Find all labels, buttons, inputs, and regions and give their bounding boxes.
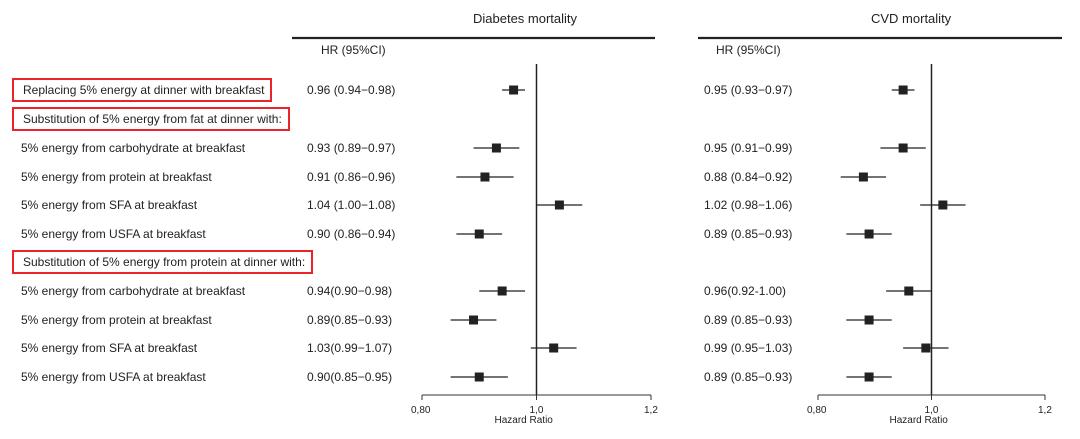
group-header-label: Substitution of 5% energy from fat at di…	[12, 107, 290, 131]
hr-ci-text: 0.95 (0.93−0.97)	[704, 83, 793, 97]
hr-column-header: HR (95%CI)	[716, 43, 781, 57]
hr-ci-text: 0.89(0.85−0.93)	[307, 313, 393, 327]
hr-point-marker	[469, 315, 479, 325]
hr-ci-text: 0.90(0.85−0.95)	[307, 370, 393, 384]
x-tick-label: 1,2	[1038, 405, 1052, 416]
hr-ci-text: 0.95 (0.91−0.99)	[704, 141, 793, 155]
hr-ci-text: 0.96 (0.94−0.98)	[307, 83, 396, 97]
hr-ci-text: 0.90 (0.86−0.94)	[307, 227, 396, 241]
hr-point-marker	[898, 85, 908, 95]
hr-ci-text: 0.99 (0.95−1.03)	[704, 341, 793, 355]
x-tick-label: 1,0	[924, 405, 939, 416]
hr-point-marker	[474, 372, 484, 382]
hr-point-marker	[858, 172, 868, 182]
hr-ci-text: 1.04 (1.00−1.08)	[307, 198, 396, 212]
hr-ci-text: 1.02 (0.98−1.06)	[704, 198, 793, 212]
hr-column-header: HR (95%CI)	[321, 43, 386, 57]
x-tick-label: 0,80	[411, 405, 431, 416]
row-label: 5% energy from protein at breakfast	[21, 313, 212, 327]
hr-point-marker	[904, 286, 914, 296]
panel-title: CVD mortality	[871, 11, 952, 26]
row-label: 5% energy from SFA at breakfast	[21, 341, 198, 355]
x-tick-label: 0,80	[807, 405, 827, 416]
x-tick-label: 1,2	[644, 405, 658, 416]
row-label: 5% energy from carbohydrate at breakfast	[21, 284, 246, 298]
hr-point-marker	[509, 85, 519, 95]
hr-ci-text: 0.91 (0.86−0.96)	[307, 170, 396, 184]
hr-ci-text: 0.88 (0.84−0.92)	[704, 170, 793, 184]
hr-point-marker	[938, 200, 948, 210]
row-label: 5% energy from USFA at breakfast	[21, 370, 206, 384]
hr-point-marker	[864, 372, 874, 382]
x-axis-title: Hazard Ratio	[494, 415, 553, 426]
hr-point-marker	[554, 200, 564, 210]
hr-point-marker	[474, 229, 484, 239]
hr-ci-text: 0.93 (0.89−0.97)	[307, 141, 396, 155]
row-label: 5% energy from USFA at breakfast	[21, 227, 206, 241]
hr-point-marker	[898, 143, 908, 153]
row-label: 5% energy from SFA at breakfast	[21, 198, 198, 212]
hr-ci-text: 0.96(0.92-1.00)	[704, 284, 787, 298]
x-axis-title: Hazard Ratio	[889, 415, 948, 426]
hr-point-marker	[497, 286, 507, 296]
hr-point-marker	[921, 343, 931, 353]
x-tick-label: 1,0	[529, 405, 544, 416]
hr-ci-text: 0.94(0.90−0.98)	[307, 284, 393, 298]
group-header-label: Replacing 5% energy at dinner with break…	[12, 78, 273, 102]
hr-ci-text: 0.89 (0.85−0.93)	[704, 313, 793, 327]
row-label: 5% energy from carbohydrate at breakfast	[21, 141, 246, 155]
hr-point-marker	[491, 143, 501, 153]
row-label: 5% energy from protein at breakfast	[21, 170, 212, 184]
panel-title: Diabetes mortality	[473, 11, 578, 26]
hr-ci-text: 0.89 (0.85−0.93)	[704, 227, 793, 241]
group-header-label: Substitution of 5% energy from protein a…	[12, 250, 314, 274]
hr-point-marker	[864, 229, 874, 239]
hr-point-marker	[864, 315, 874, 325]
hr-point-marker	[480, 172, 490, 182]
hr-ci-text: 0.89 (0.85−0.93)	[704, 370, 793, 384]
hr-point-marker	[549, 343, 559, 353]
hr-ci-text: 1.03(0.99−1.07)	[307, 341, 393, 355]
